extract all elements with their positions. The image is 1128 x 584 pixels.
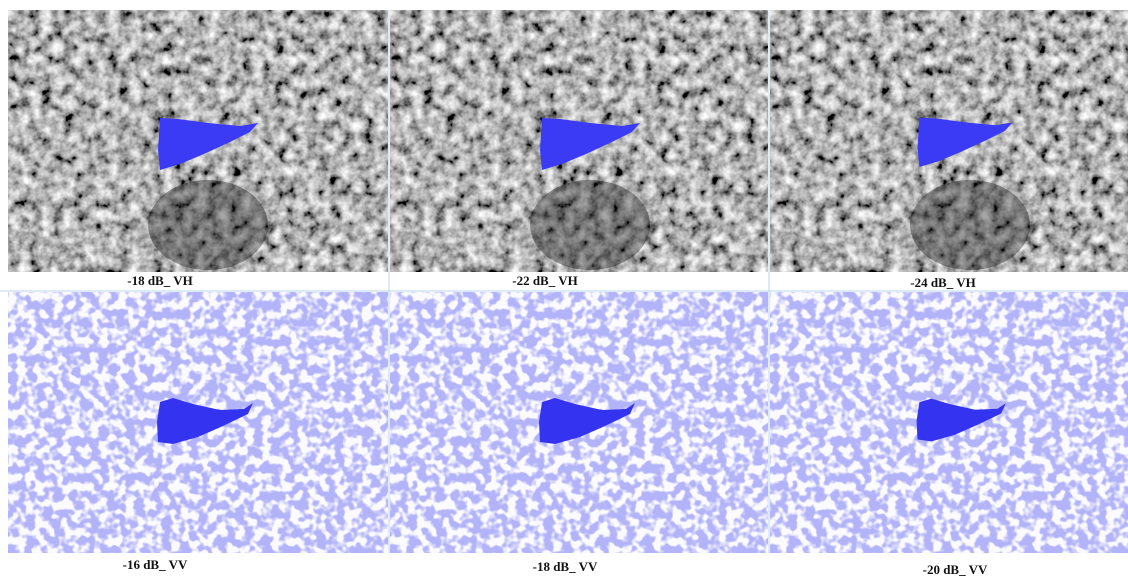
panel-vv-3	[770, 292, 1128, 553]
caption: -18 dB_ VH	[127, 273, 193, 288]
panel-vh-3	[770, 10, 1128, 272]
panel-vh-2	[390, 10, 768, 272]
panel-vv-2	[390, 292, 768, 553]
caption: -16 dB_ VV	[123, 557, 188, 572]
caption: -20 dB_ VV	[923, 562, 988, 577]
caption: -24 dB_ VH	[910, 275, 976, 290]
panel-vh-1	[8, 10, 388, 272]
caption: -22 dB_ VH	[512, 273, 578, 288]
panel-vv-1	[8, 292, 388, 553]
caption: -18 dB_ VV	[533, 559, 598, 574]
